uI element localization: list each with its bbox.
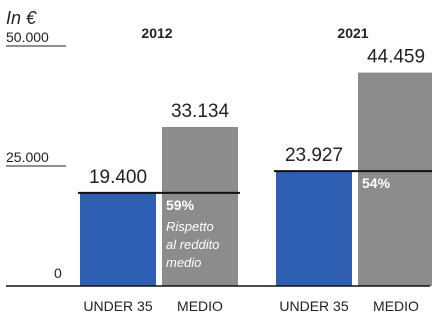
unit-label: In € [6, 8, 37, 28]
bar-value-label: 19.400 [89, 167, 147, 188]
share-note-line: Rispetto [166, 219, 214, 234]
share-note-line: medio [166, 255, 201, 270]
y-tick-label: 0 [54, 265, 62, 281]
bar [80, 192, 156, 286]
category-label: UNDER 35 [83, 298, 152, 314]
bar [162, 126, 238, 286]
category-label: MEDIO [373, 298, 419, 314]
group-year-label: 2021 [337, 25, 368, 41]
bar-value-label: 23.927 [285, 145, 343, 166]
share-label: 59% [166, 197, 195, 213]
y-tick-label: 25.000 [6, 149, 49, 165]
y-ticks: 50.000 25.000 0 [6, 29, 66, 281]
share-note-line: al reddito [166, 237, 219, 252]
bar [358, 72, 432, 286]
bar-groups: 2012 19.400 UNDER 35 33.134 MEDIO 59% Rispetto… [6, 25, 432, 314]
bar-value-label: 44.459 [367, 47, 425, 68]
bar-group: 2012 19.400 UNDER 35 33.134 MEDIO 59% Rispetto… [78, 25, 240, 314]
category-label: UNDER 35 [279, 298, 348, 314]
bar [276, 171, 352, 286]
share-label: 54% [362, 175, 391, 191]
bar-value-label: 33.134 [171, 101, 230, 122]
category-label: MEDIO [177, 298, 223, 314]
bar-group: 2021 23.927 UNDER 35 44.459 MEDIO 54% [274, 25, 432, 314]
group-year-label: 2012 [141, 25, 172, 41]
y-tick-label: 50.000 [6, 29, 49, 45]
